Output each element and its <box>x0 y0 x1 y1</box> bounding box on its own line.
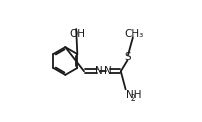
Text: NH: NH <box>125 90 140 100</box>
Text: S: S <box>124 52 131 62</box>
Text: OH: OH <box>69 30 85 39</box>
Text: CH₃: CH₃ <box>124 30 143 39</box>
Text: N: N <box>104 66 112 76</box>
Text: 2: 2 <box>130 95 135 103</box>
Text: N: N <box>94 66 102 76</box>
